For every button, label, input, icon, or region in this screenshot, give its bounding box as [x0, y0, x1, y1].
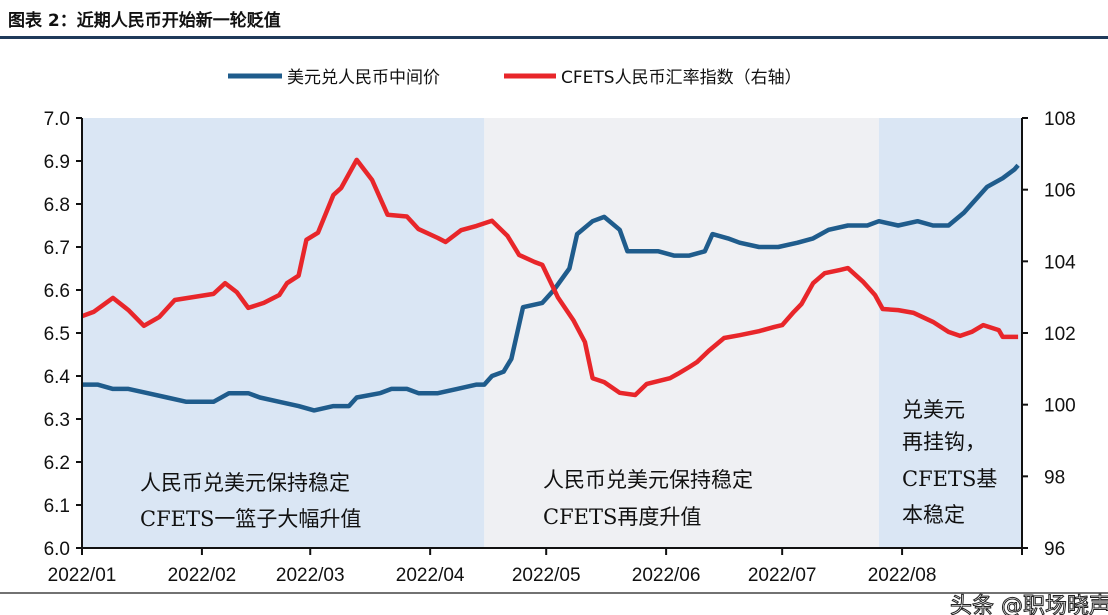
y2-tick-label: 108 [1044, 109, 1076, 130]
y-tick-label: 6.4 [44, 367, 71, 388]
y2-tick-label: 102 [1044, 324, 1076, 345]
figure-title: 图表 2：近期人民币开始新一轮贬值 [8, 11, 281, 31]
y2-tick-label: 100 [1044, 396, 1076, 417]
period-annotations: 人民币兑美元保持稳定CFETS一篮子大幅升值人民币兑美元保持稳定CFETS再度升… [140, 398, 997, 531]
x-tick-label: 2022/02 [168, 565, 237, 586]
legend-label-cfets: CFETS人民币汇率指数（右轴） [561, 68, 802, 88]
x-tick-label: 2022/05 [512, 565, 581, 586]
legend: 美元兑人民币中间价 CFETS人民币汇率指数（右轴） [228, 68, 802, 88]
period-annotation-3: 再挂钩， [902, 430, 986, 454]
y-tick-label: 6.7 [44, 238, 70, 259]
series-lines [81, 157, 1020, 413]
y2-tick-label: 98 [1044, 467, 1065, 488]
cfets-index-line [81, 157, 1019, 398]
usdcny-line [82, 163, 1020, 413]
x-tick-label: 2022/06 [632, 565, 701, 586]
y2-tick-label: 96 [1044, 539, 1065, 560]
period-annotation-2: 人民币兑美元保持稳定 [543, 468, 753, 492]
y-tick-label: 6.0 [44, 539, 70, 560]
title-divider [0, 36, 1108, 39]
legend-label-usdcny: 美元兑人民币中间价 [287, 68, 440, 88]
y2-tick-label: 104 [1044, 252, 1076, 273]
x-tick-label: 2022/01 [48, 565, 117, 586]
watermark: 头条 @职场晓声 [950, 594, 1108, 615]
period-annotation-2: CFETS再度升值 [543, 505, 701, 529]
shaded-period-1 [82, 118, 485, 548]
period-annotation-1: CFETS一篮子大幅升值 [140, 507, 361, 531]
axes: 6.0 6.1 6.2 6.3 6.4 6.5 6.6 6.7 6.8 6.9 7.0 96 98 100… [44, 109, 1077, 586]
shaded-periods [82, 118, 1022, 548]
y-tick-label: 6.5 [44, 324, 70, 345]
period-annotation-3: CFETS基 [902, 467, 997, 491]
shaded-period-2 [484, 118, 879, 548]
y-tick-label: 6.9 [44, 152, 70, 173]
y-tick-label: 6.6 [44, 281, 70, 302]
y-tick-label: 6.3 [44, 410, 70, 431]
y-tick-label: 6.1 [44, 496, 70, 517]
y-tick-label: 7.0 [44, 109, 70, 130]
x-tick-label: 2022/08 [868, 565, 937, 586]
y-tick-label: 6.8 [44, 195, 70, 216]
period-annotation-1: 人民币兑美元保持稳定 [140, 471, 350, 495]
x-tick-label: 2022/07 [748, 565, 817, 586]
period-annotation-3: 兑美元 [902, 398, 965, 422]
x-tick-label: 2022/04 [396, 565, 465, 586]
y-tick-label: 6.2 [44, 453, 70, 474]
period-annotation-3: 本稳定 [902, 503, 965, 527]
y2-tick-label: 106 [1044, 181, 1076, 202]
x-tick-label: 2022/03 [276, 565, 345, 586]
